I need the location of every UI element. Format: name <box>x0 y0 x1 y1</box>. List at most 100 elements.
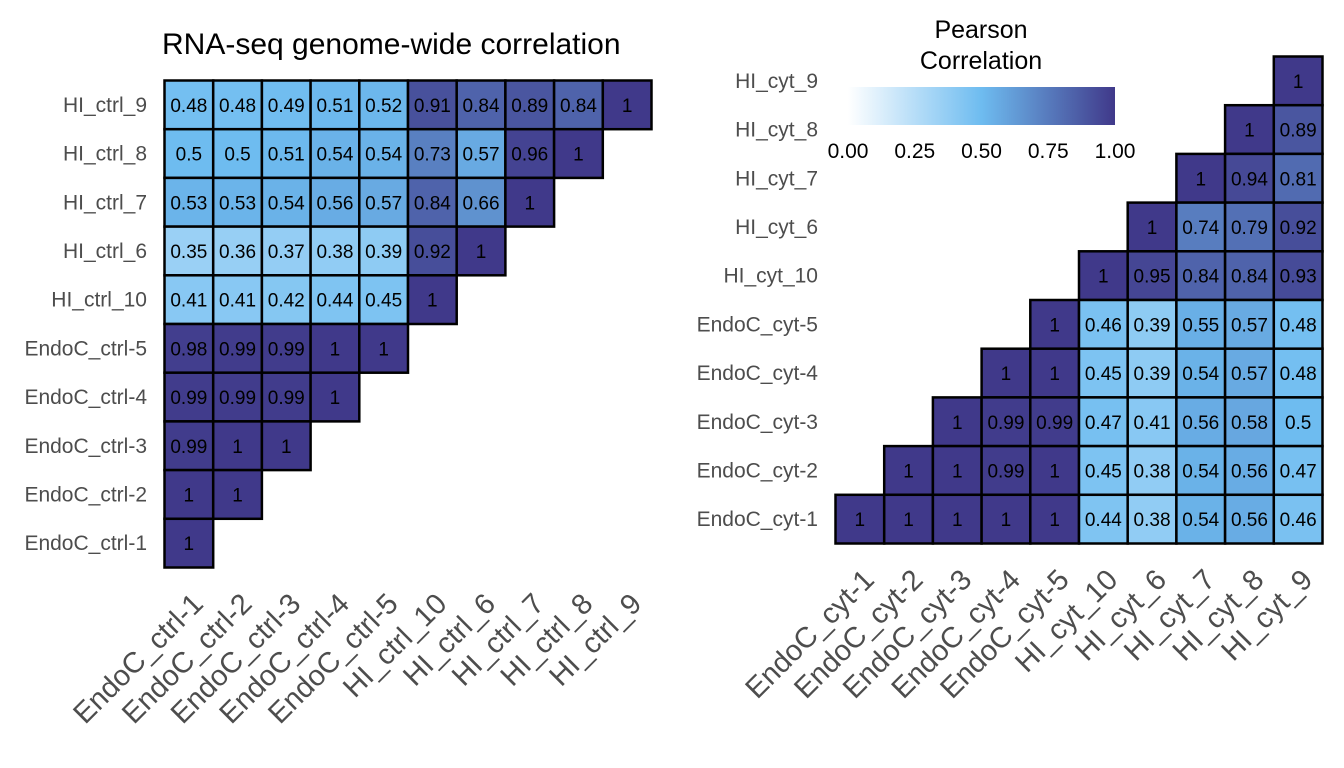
cell-value-label: 0.89 <box>1280 121 1317 142</box>
cell-value-label: 1 <box>232 485 243 506</box>
y-axis-label: HI_ctrl_6 <box>63 240 147 263</box>
heatmap-cell <box>931 493 983 545</box>
heatmap-cell <box>163 371 215 423</box>
heatmap-cell <box>980 493 1032 545</box>
heatmap-cell <box>504 176 556 228</box>
cell-value-label: 0.84 <box>560 96 597 117</box>
heatmap-cell <box>1077 493 1129 545</box>
y-axis-label: EndoC_cyt-2 <box>697 459 818 482</box>
cell-value-label: 0.42 <box>268 291 305 312</box>
cell-value-label: 1 <box>1049 364 1060 385</box>
cell-value-label: 1 <box>378 339 389 360</box>
cell-value-label: 0.99 <box>987 461 1024 482</box>
cell-value-label: 0.38 <box>316 242 353 263</box>
heatmap-cell <box>309 176 361 228</box>
cell-value-label: 1 <box>1049 315 1060 336</box>
cell-value-label: 0.39 <box>1134 364 1171 385</box>
heatmap-cell <box>1272 298 1324 350</box>
cell-value-label: 1 <box>855 510 866 531</box>
y-axis-label: EndoC_ctrl-4 <box>24 386 147 409</box>
cell-value-label: 0.45 <box>365 291 402 312</box>
y-axis-label: EndoC_ctrl-3 <box>24 435 147 458</box>
cell-value-label: 0.99 <box>268 339 305 360</box>
heatmap-cell <box>211 468 264 521</box>
heatmap-cell <box>504 79 556 131</box>
heatmap-cell <box>358 322 410 374</box>
cell-value-label: 0.39 <box>365 242 402 263</box>
cell-value-label: 0.45 <box>1085 461 1122 482</box>
heatmap-cell <box>1223 347 1276 399</box>
cell-value-label: 1 <box>1049 461 1060 482</box>
cell-value-label: 0.37 <box>268 242 305 263</box>
heatmap-cell <box>1029 444 1081 497</box>
cell-value-label: 0.93 <box>1280 267 1317 288</box>
cell-value-label: 0.45 <box>1085 364 1122 385</box>
y-axis-label: EndoC_ctrl-5 <box>24 337 147 360</box>
cell-value-label: 1 <box>232 437 243 458</box>
heatmap-cell <box>1175 152 1227 204</box>
cell-value-label: 0.91 <box>414 96 451 117</box>
y-axis-label: EndoC_cyt-1 <box>697 508 818 531</box>
cell-value-label: 0.84 <box>463 96 500 117</box>
legend-tick-label: 1.00 <box>1095 140 1136 163</box>
legend-tick-label: 0.50 <box>961 140 1002 163</box>
cell-value-label: 1 <box>476 242 487 263</box>
cell-value-label: 1 <box>1001 364 1012 385</box>
y-axis-label: EndoC_cyt-3 <box>697 411 818 434</box>
cell-value-label: 0.84 <box>1231 267 1268 288</box>
cell-value-label: 0.41 <box>219 291 256 312</box>
cell-value-label: 0.96 <box>511 145 548 166</box>
cell-value-label: 0.54 <box>268 193 305 214</box>
cell-value-label: 0.74 <box>1182 218 1219 239</box>
heatmap-cell <box>1272 103 1324 156</box>
cell-value-label: 0.46 <box>1085 315 1122 336</box>
cell-value-label: 0.56 <box>1231 510 1268 531</box>
heatmap-cell <box>1175 444 1227 497</box>
heatmap-cell <box>211 274 264 326</box>
cell-value-label: 0.56 <box>1231 461 1268 482</box>
heatmap-cell <box>211 225 264 277</box>
cell-value-label: 0.35 <box>170 242 207 263</box>
cell-value-label: 1 <box>1195 169 1206 190</box>
y-axis-label: EndoC_ctrl-2 <box>24 483 147 506</box>
cell-value-label: 1 <box>1001 510 1012 531</box>
cell-value-label: 1 <box>952 461 963 482</box>
heatmap-cell <box>309 225 361 277</box>
cell-value-label: 0.38 <box>1134 510 1171 531</box>
legend-title-line2: Correlation <box>920 47 1042 75</box>
heatmap-cell <box>1077 396 1129 448</box>
cell-value-label: 1 <box>184 485 195 506</box>
heatmap-cell <box>1223 493 1276 545</box>
cell-value-label: 0.56 <box>316 193 353 214</box>
cell-value-label: 0.57 <box>463 145 500 166</box>
legend-tick-label: 0.00 <box>828 140 869 163</box>
heatmap-cell <box>309 371 361 423</box>
heatmap-cell <box>834 493 886 545</box>
y-axis-label: HI_cyt_10 <box>723 265 818 288</box>
cell-value-label: 0.84 <box>414 193 451 214</box>
cell-value-label: 0.48 <box>1280 364 1317 385</box>
y-axis-label: HI_cyt_9 <box>735 70 818 93</box>
cell-value-label: 0.56 <box>1182 413 1219 434</box>
cell-value-label: 0.54 <box>1182 364 1219 385</box>
cell-value-label: 0.99 <box>987 413 1024 434</box>
cell-value-label: 0.94 <box>1231 169 1268 190</box>
y-axis-label: HI_cyt_8 <box>735 119 818 142</box>
cell-value-label: 0.79 <box>1231 218 1268 239</box>
cell-value-label: 1 <box>952 413 963 434</box>
cell-value-label: 0.99 <box>219 339 256 360</box>
heatmap-cell <box>1175 396 1227 448</box>
cell-value-label: 0.99 <box>170 388 207 409</box>
chart-title: RNA-seq genome-wide correlation <box>162 28 621 61</box>
cell-value-label: 0.73 <box>414 145 451 166</box>
cell-value-label: 0.99 <box>268 388 305 409</box>
cell-value-label: 0.44 <box>316 291 353 312</box>
heatmap-ctrl: 0.48 0.48 0.49 0.51 0.52 0.91 0.84 0.89 0.84 10.5… <box>24 79 653 730</box>
y-axis-label: HI_ctrl_8 <box>63 143 147 166</box>
cell-value-label: 0.99 <box>170 437 207 458</box>
heatmap-cell <box>1175 493 1227 545</box>
y-axis-label: EndoC_ctrl-1 <box>24 532 147 555</box>
cell-value-label: 0.51 <box>268 145 305 166</box>
heatmap-cell <box>163 420 215 472</box>
